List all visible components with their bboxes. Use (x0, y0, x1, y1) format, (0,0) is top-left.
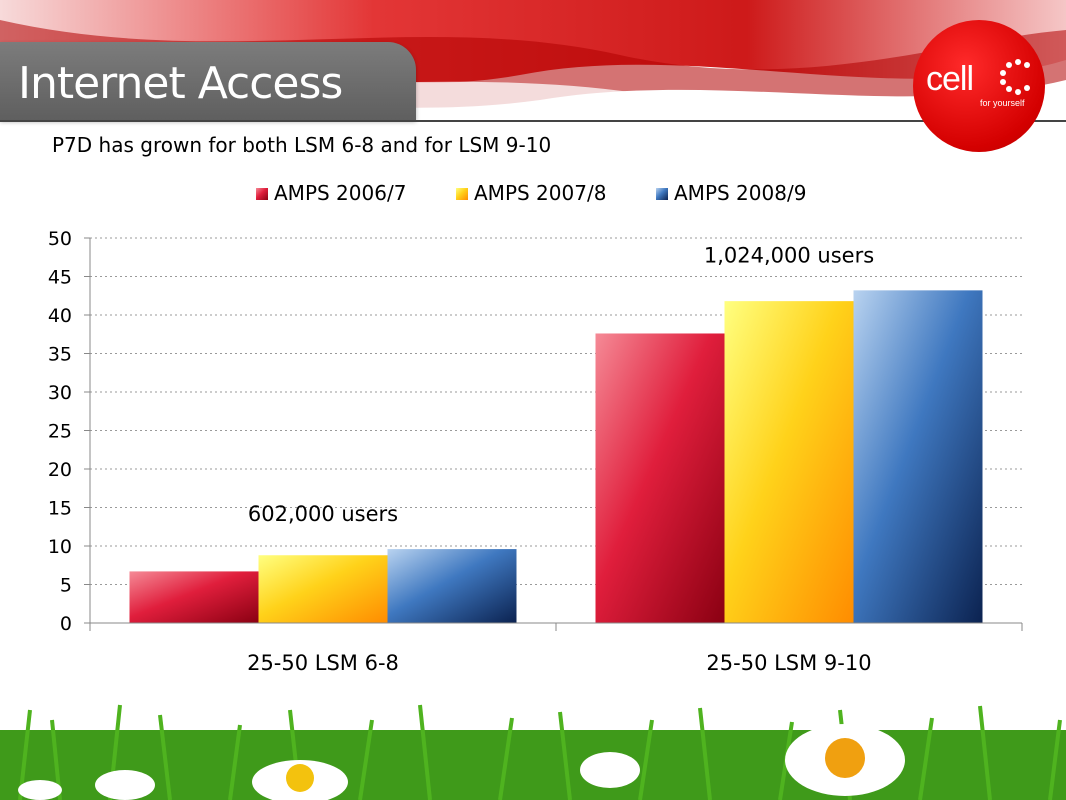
y-tick-label: 30 (48, 382, 72, 404)
bar-amps-2007-8 (258, 555, 388, 623)
users-annotation: 602,000 users (248, 502, 398, 526)
logo-tagline: for yourself (980, 98, 1025, 108)
y-tick-label: 10 (48, 536, 72, 558)
y-tick-label: 45 (48, 267, 72, 289)
logo-text: cell (926, 60, 974, 98)
slide-subtitle: P7D has grown for both LSM 6-8 and for L… (52, 133, 552, 157)
bar-amps-2008-9 (387, 549, 517, 623)
y-tick-label: 0 (60, 613, 72, 635)
bar-amps-2006-7 (595, 333, 725, 623)
x-category-label: 25-50 LSM 6-8 (247, 651, 399, 675)
y-tick-label: 5 (60, 575, 72, 597)
bar-amps-2008-9 (853, 290, 983, 623)
y-tick-label: 50 (48, 228, 72, 250)
legend-label: AMPS 2008/9 (674, 181, 806, 205)
y-tick-label: 15 (48, 498, 72, 520)
legend-swatch (456, 188, 468, 200)
bar-chart: 0 5 10 15 20 25 30 35 40 45 50 25-50 LSM 6-8 602,000… (48, 181, 1023, 675)
legend-label: AMPS 2006/7 (274, 181, 406, 205)
legend-label: AMPS 2007/8 (474, 181, 606, 205)
bar-amps-2006-7 (129, 571, 259, 623)
y-tick-label: 25 (48, 421, 72, 443)
legend-swatch (256, 188, 268, 200)
cell-c-logo (913, 20, 1045, 152)
slide-title: Internet Access (18, 58, 343, 109)
logo-c-icon (1000, 59, 1030, 95)
x-category-label: 25-50 LSM 9-10 (706, 651, 871, 675)
bar-amps-2007-8 (724, 301, 854, 623)
header-divider (0, 120, 1066, 122)
y-tick-label: 40 (48, 305, 72, 327)
title-bar (0, 42, 416, 120)
legend-swatch (656, 188, 668, 200)
y-tick-label: 20 (48, 459, 72, 481)
grass-flowers-decoration (0, 704, 1066, 800)
users-annotation: 1,024,000 users (704, 243, 874, 267)
y-tick-label: 35 (48, 344, 72, 366)
